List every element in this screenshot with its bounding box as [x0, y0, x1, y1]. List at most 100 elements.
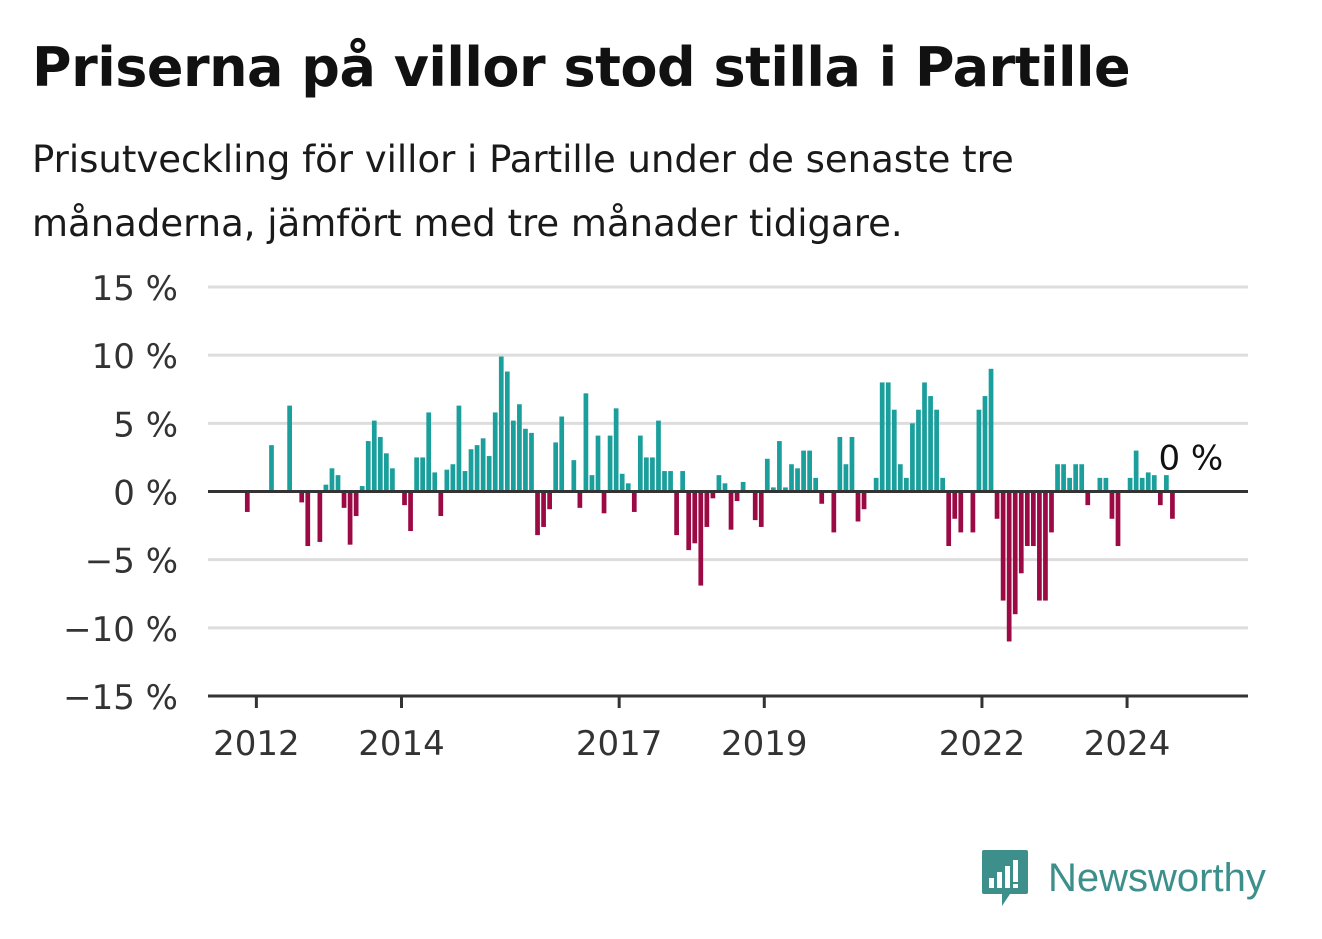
- bar-positive: [498, 356, 504, 492]
- bar-negative: [547, 491, 552, 510]
- bar-negative: [758, 491, 764, 527]
- bar-positive: [916, 409, 921, 492]
- bar-negative: [1000, 491, 1006, 601]
- chart-title: Priserna på villor stod stilla i Partill…: [32, 36, 1131, 99]
- bar-negative: [710, 491, 716, 499]
- bar-positive: [607, 435, 613, 492]
- bar-negative: [674, 491, 679, 536]
- x-tick-label: 2022: [939, 724, 1026, 764]
- bar-negative: [1030, 491, 1036, 547]
- bar-positive: [365, 441, 371, 492]
- bar-negative: [994, 491, 1000, 519]
- bar-positive: [1139, 477, 1145, 492]
- bar-positive: [1164, 475, 1169, 492]
- bar-positive: [722, 483, 728, 492]
- bar-positive: [813, 477, 819, 492]
- bar-negative: [1043, 491, 1048, 601]
- bar-positive: [371, 420, 377, 492]
- bar-positive: [849, 436, 855, 492]
- bar-positive: [1061, 464, 1066, 492]
- bar-positive: [928, 396, 933, 492]
- bar-positive: [414, 457, 419, 492]
- bar-positive: [807, 450, 812, 492]
- y-tick-label: −10 %: [63, 610, 178, 650]
- bar-negative: [698, 491, 704, 586]
- bar-positive: [390, 468, 395, 492]
- bar-positive: [837, 436, 843, 492]
- bar-positive: [450, 464, 456, 492]
- bar-negative: [535, 491, 540, 536]
- bar-negative: [692, 491, 698, 544]
- y-axis-labels: 15 % 10 % 5 % 0 % −5 % −10 % −15 %: [63, 269, 178, 718]
- bar-positive: [897, 464, 903, 492]
- bar-negative: [541, 491, 546, 527]
- bar-negative: [1024, 491, 1030, 547]
- bar-positive: [1097, 477, 1103, 492]
- x-axis-labels: 2012 2014 2017 2019 2022 2024: [213, 724, 1170, 764]
- bar-positive: [384, 453, 389, 492]
- bar-positive: [668, 471, 673, 492]
- grid-lines: [208, 285, 1248, 630]
- bar-negative: [1115, 491, 1121, 547]
- bar-negative: [970, 491, 976, 533]
- bar-negative: [819, 491, 825, 504]
- bar-negative: [1006, 491, 1012, 642]
- bar-positive: [1067, 477, 1072, 492]
- bar-positive: [462, 471, 468, 492]
- bar-negative: [631, 491, 637, 512]
- bar-negative: [1018, 491, 1024, 574]
- bar-positive: [879, 382, 885, 492]
- bar-positive: [517, 404, 522, 492]
- bar-negative: [438, 491, 444, 517]
- bar-positive: [377, 436, 383, 492]
- bar-positive: [559, 416, 565, 492]
- last-value-label: 0 %: [1158, 439, 1223, 479]
- y-tick-label: 0 %: [113, 474, 178, 514]
- bar-negative: [1109, 491, 1115, 519]
- bar-negative: [1049, 491, 1054, 533]
- bar-negative: [341, 491, 347, 508]
- bar-positive: [904, 477, 909, 492]
- bar-positive: [1151, 475, 1157, 492]
- bar-negative: [299, 491, 305, 503]
- bar-positive: [329, 468, 335, 492]
- bar-positive: [976, 409, 982, 492]
- bar-negative: [244, 491, 250, 512]
- bar-positive: [680, 471, 686, 492]
- bar-positive: [764, 458, 770, 492]
- bar-positive: [982, 396, 988, 492]
- bar-positive: [510, 420, 516, 492]
- bar-negative: [1085, 491, 1091, 506]
- bar-positive: [583, 393, 589, 492]
- bar-positive: [480, 438, 486, 492]
- annotations: 0 %: [1158, 439, 1223, 479]
- bar-positive: [740, 481, 746, 492]
- bar-positive: [843, 464, 849, 492]
- x-tick-label: 2017: [576, 724, 663, 764]
- bar-positive: [795, 468, 800, 492]
- bar-negative: [601, 491, 607, 514]
- bar-negative: [402, 491, 407, 506]
- bar-positive: [504, 371, 510, 492]
- bar-negative: [353, 491, 359, 517]
- bar-positive: [777, 441, 782, 492]
- brand-name: Newsworthy: [1048, 855, 1266, 900]
- bar-positive: [571, 460, 577, 492]
- bar-negative: [347, 491, 353, 545]
- bar-negative: [728, 491, 734, 530]
- bar-positive: [644, 457, 649, 492]
- bar-negative: [861, 491, 867, 510]
- bars: [244, 356, 1175, 642]
- bar-positive: [650, 457, 655, 492]
- bar-positive: [1133, 450, 1139, 492]
- bar-positive: [529, 432, 534, 492]
- y-tick-label: 5 %: [113, 405, 178, 445]
- bar-positive: [934, 409, 939, 492]
- bar-positive: [589, 475, 595, 492]
- bar-positive: [486, 456, 492, 492]
- bar-positive: [789, 464, 794, 492]
- bar-positive: [656, 420, 661, 492]
- x-tick-label: 2024: [1084, 724, 1171, 764]
- bar-positive: [1073, 464, 1079, 492]
